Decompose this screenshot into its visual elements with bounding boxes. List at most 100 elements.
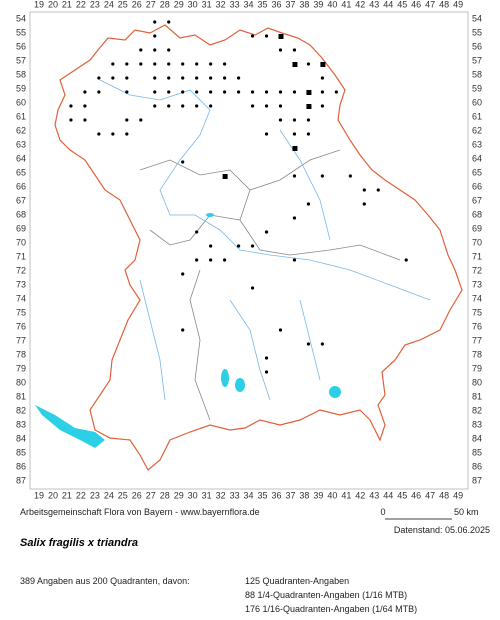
row-label: 65 bbox=[16, 167, 26, 177]
column-label: 30 bbox=[188, 0, 198, 9]
occurrence-square bbox=[320, 62, 326, 67]
occurrence-dot bbox=[264, 230, 269, 234]
occurrence-dot bbox=[195, 104, 199, 108]
column-label: 43 bbox=[369, 0, 379, 9]
column-label: 33 bbox=[230, 0, 240, 9]
occurrence-dot bbox=[195, 230, 199, 234]
occurrence-dot bbox=[111, 132, 115, 136]
row-label: 75 bbox=[472, 307, 482, 317]
occurrence-dot bbox=[250, 104, 255, 108]
column-label: 40 bbox=[327, 0, 337, 9]
row-label: 76 bbox=[472, 321, 482, 331]
occurrence-dot bbox=[125, 118, 129, 122]
occurrence-dot bbox=[83, 118, 87, 122]
occurrence-dot bbox=[209, 244, 213, 248]
occurrence-dot bbox=[306, 62, 311, 66]
occurrence-dot bbox=[153, 34, 157, 38]
row-label: 63 bbox=[16, 139, 26, 149]
row-label: 77 bbox=[16, 335, 26, 345]
row-label: 64 bbox=[16, 153, 26, 163]
column-label: 30 bbox=[188, 490, 198, 500]
column-label: 42 bbox=[355, 490, 365, 500]
occurrence-dot bbox=[111, 76, 115, 80]
column-label: 25 bbox=[118, 0, 128, 9]
occurrence-dot bbox=[167, 20, 171, 24]
row-label: 60 bbox=[472, 97, 482, 107]
occurrence-dot bbox=[223, 62, 227, 66]
occurrence-dot bbox=[250, 286, 255, 290]
count-line: 125 Quadranten-Angaben bbox=[245, 576, 349, 586]
occurrence-dot bbox=[236, 244, 241, 248]
occurrence-dot bbox=[292, 118, 297, 122]
occurrence-square bbox=[306, 104, 312, 109]
row-label: 58 bbox=[16, 69, 26, 79]
column-label: 45 bbox=[397, 0, 407, 9]
column-label: 41 bbox=[341, 0, 351, 9]
occurrence-dot bbox=[306, 202, 311, 206]
column-label: 36 bbox=[271, 490, 281, 500]
row-label: 56 bbox=[472, 41, 482, 51]
occurrence-dot bbox=[69, 104, 73, 108]
row-label: 80 bbox=[472, 377, 482, 387]
row-label: 86 bbox=[472, 461, 482, 471]
occurrence-dot bbox=[125, 76, 129, 80]
occurrence-dot bbox=[195, 258, 199, 262]
occurrence-dot bbox=[209, 90, 213, 94]
occurrence-dot bbox=[167, 76, 171, 80]
row-label: 72 bbox=[16, 265, 26, 275]
column-label: 22 bbox=[76, 490, 86, 500]
occurrence-dot bbox=[264, 34, 269, 38]
column-label: 19 bbox=[34, 0, 44, 9]
column-label: 28 bbox=[160, 0, 170, 9]
occurrence-dot bbox=[139, 62, 143, 66]
occurrence-dot bbox=[97, 90, 101, 94]
column-label: 23 bbox=[90, 0, 100, 9]
occurrence-dot bbox=[195, 76, 199, 80]
row-label: 87 bbox=[16, 475, 26, 485]
occurrence-dot bbox=[362, 188, 366, 192]
column-label: 49 bbox=[453, 0, 463, 9]
column-label: 45 bbox=[397, 490, 407, 500]
title: Salix fragilis x triandra bbox=[20, 537, 138, 549]
occurrence-dot bbox=[348, 174, 352, 178]
row-label: 84 bbox=[472, 433, 482, 443]
row-label: 82 bbox=[16, 405, 26, 415]
row-label: 55 bbox=[472, 27, 482, 37]
column-label: 47 bbox=[425, 490, 435, 500]
count-line: 176 1/16-Quadranten-Angaben (1/64 MTB) bbox=[245, 604, 417, 614]
lakes bbox=[35, 213, 341, 448]
row-label: 79 bbox=[16, 363, 26, 373]
row-label: 83 bbox=[16, 419, 26, 429]
map-frame bbox=[29, 11, 469, 490]
occurrence-dot bbox=[69, 118, 73, 122]
row-label: 79 bbox=[472, 363, 482, 373]
column-label: 48 bbox=[439, 490, 449, 500]
row-label: 73 bbox=[472, 279, 482, 289]
row-label: 81 bbox=[16, 391, 26, 401]
occurrence-dot bbox=[278, 118, 283, 122]
column-label: 26 bbox=[132, 490, 142, 500]
row-label: 74 bbox=[16, 293, 26, 303]
occurrence-dot bbox=[404, 258, 408, 262]
occurrence-dot bbox=[292, 174, 297, 178]
occurrence-dot bbox=[111, 62, 115, 66]
occurrence-dot bbox=[362, 202, 366, 206]
row-label: 71 bbox=[16, 251, 26, 261]
occurrence-dot bbox=[320, 76, 324, 80]
occurrence-dot bbox=[153, 48, 157, 52]
occurrence-dot bbox=[209, 76, 213, 80]
occurrence-dot bbox=[139, 48, 143, 52]
column-label: 44 bbox=[383, 490, 393, 500]
occurrence-dot bbox=[97, 132, 101, 136]
column-label: 40 bbox=[327, 490, 337, 500]
column-label: 49 bbox=[453, 490, 463, 500]
occurrence-dot bbox=[306, 342, 311, 346]
column-label: 23 bbox=[90, 490, 100, 500]
occurrence-dot bbox=[209, 258, 213, 262]
occurrence-dot bbox=[181, 160, 185, 164]
row-label: 80 bbox=[16, 377, 26, 387]
occurrence-dot bbox=[334, 90, 338, 94]
occurrence-dot bbox=[195, 62, 199, 66]
